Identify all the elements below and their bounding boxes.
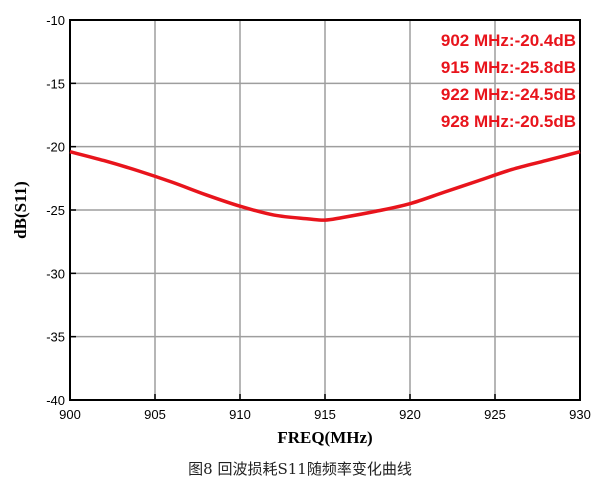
x-axis-ticks: 900 905 910 915 920 925 930	[59, 394, 591, 422]
x-tick-label: 905	[144, 407, 166, 422]
y-axis-label: dB(S11)	[11, 181, 30, 239]
y-tick-label: -35	[46, 330, 65, 345]
annotation-label: 922 MHz:-24.5dB	[441, 85, 576, 104]
y-tick-label: -30	[46, 266, 65, 281]
x-axis-label: FREQ(MHz)	[277, 428, 372, 447]
s11-curve	[69, 150, 581, 222]
x-tick-label: 900	[59, 407, 81, 422]
x-tick-label: 920	[399, 407, 421, 422]
annotation-group: 902 MHz:-20.4dB 915 MHz:-25.8dB 922 MHz:-2…	[441, 31, 576, 131]
y-axis-ticks: -10 -15 -20 -25 -30 -35 -40	[46, 13, 76, 408]
figure-caption: 图8 回波损耗S11随频率变化曲线	[188, 460, 412, 478]
x-tick-label: 925	[484, 407, 506, 422]
y-tick-label: -25	[46, 203, 65, 218]
annotation-label: 915 MHz:-25.8dB	[441, 58, 576, 77]
y-tick-label: -15	[46, 76, 65, 91]
y-tick-label: -10	[46, 13, 65, 28]
grid-lines	[70, 20, 580, 400]
x-tick-label: 930	[569, 407, 591, 422]
x-tick-label: 910	[229, 407, 251, 422]
annotation-label: 902 MHz:-20.4dB	[441, 31, 576, 50]
y-tick-label: -20	[46, 140, 65, 155]
annotation-label: 928 MHz:-20.5dB	[441, 112, 576, 131]
x-tick-label: 915	[314, 407, 336, 422]
y-tick-label: -40	[46, 393, 65, 408]
series-group	[69, 150, 581, 222]
